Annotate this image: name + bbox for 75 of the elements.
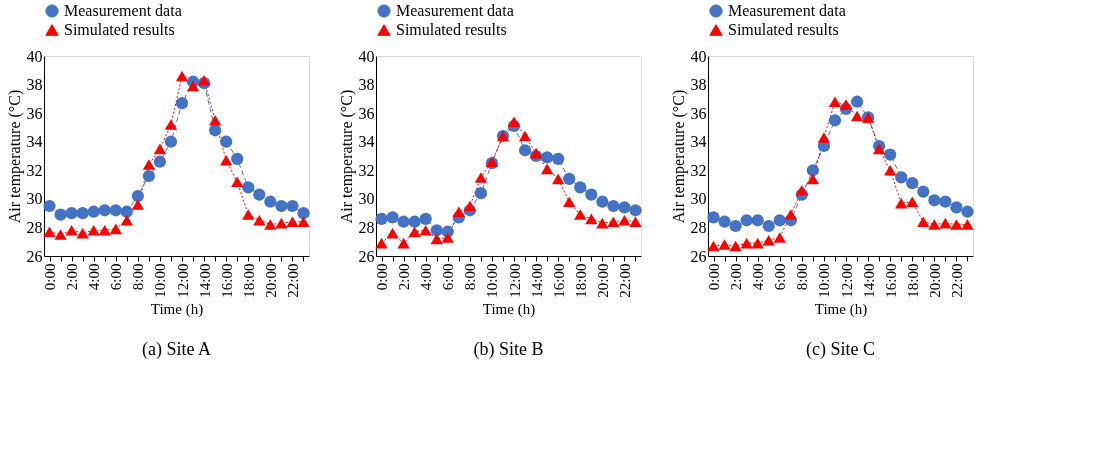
y-tick-label: 36 bbox=[358, 104, 375, 122]
y-tick-label: 28 bbox=[26, 218, 43, 236]
x-tick-label: 22:00 bbox=[616, 263, 633, 298]
y-tick-label: 32 bbox=[26, 161, 43, 179]
x-tick-label: 14:00 bbox=[860, 263, 877, 298]
x-tick-label: 16:00 bbox=[218, 263, 235, 298]
y-tick-label: 40 bbox=[690, 47, 707, 65]
y-tick-label: 26 bbox=[358, 247, 375, 265]
x-tick-label: 22:00 bbox=[948, 263, 965, 298]
x-tick-label: 0:00 bbox=[374, 263, 391, 291]
text: (c) Site C bbox=[806, 339, 875, 361]
y-tick-label: 28 bbox=[690, 218, 707, 236]
y-tick-label: 32 bbox=[690, 161, 707, 179]
x-tick-label: 20:00 bbox=[926, 263, 943, 298]
x-tick-label: 2:00 bbox=[728, 263, 745, 291]
y-tick-label: 38 bbox=[690, 76, 707, 94]
x-tick-label: 14:00 bbox=[196, 263, 213, 298]
x-tick-label: 16:00 bbox=[550, 263, 567, 298]
y-axis-title: Air temperature (°C) bbox=[337, 89, 356, 224]
x-tick-label: 4:00 bbox=[418, 263, 435, 291]
x-tick-label: 12:00 bbox=[174, 263, 191, 298]
y-tick-label: 40 bbox=[26, 47, 43, 65]
y-tick-label: 34 bbox=[690, 133, 707, 151]
x-tick-label: 10:00 bbox=[152, 263, 169, 298]
x-tick-label: 22:00 bbox=[284, 263, 301, 298]
x-tick-label: 4:00 bbox=[86, 263, 103, 291]
x-tick-label: 10:00 bbox=[484, 263, 501, 298]
x-axis-title: Time (h) bbox=[482, 300, 536, 318]
x-tick-label: 14:00 bbox=[528, 263, 545, 298]
x-tick-label: 12:00 bbox=[838, 263, 855, 298]
x-tick-label: 4:00 bbox=[750, 263, 767, 291]
legend-label: Measurement data bbox=[728, 2, 846, 19]
x-tick-label: 18:00 bbox=[904, 263, 921, 298]
x-tick-label: 16:00 bbox=[882, 263, 899, 298]
x-axis-title: Time (h) bbox=[150, 300, 204, 318]
legend-label: Measurement data bbox=[396, 2, 514, 19]
x-tick-label: 10:00 bbox=[816, 263, 833, 298]
y-tick-label: 40 bbox=[358, 47, 375, 65]
x-tick-label: 6:00 bbox=[440, 263, 457, 291]
x-tick-label: 2:00 bbox=[64, 263, 81, 291]
x-tick-label: 18:00 bbox=[572, 263, 589, 298]
y-tick-label: 34 bbox=[26, 133, 43, 151]
y-tick-label: 36 bbox=[26, 104, 43, 122]
y-axis-title: Air temperature (°C) bbox=[669, 89, 688, 224]
text: (a) Site A bbox=[142, 339, 211, 361]
x-tick-label: 20:00 bbox=[262, 263, 279, 298]
x-tick-label: 8:00 bbox=[794, 263, 811, 291]
x-tick-label: 0:00 bbox=[706, 263, 723, 291]
x-axis-title: Time (h) bbox=[814, 300, 868, 318]
legend-label: Simulated results bbox=[728, 21, 839, 38]
y-tick-label: 26 bbox=[690, 247, 707, 265]
y-tick-label: 38 bbox=[26, 76, 43, 94]
x-tick-label: 18:00 bbox=[240, 263, 257, 298]
x-tick-label: 20:00 bbox=[594, 263, 611, 298]
x-tick-label: 6:00 bbox=[108, 263, 125, 291]
legend-label: Measurement data bbox=[64, 2, 182, 19]
x-tick-label: 12:00 bbox=[506, 263, 523, 298]
y-tick-label: 26 bbox=[26, 247, 43, 265]
y-tick-label: 38 bbox=[358, 76, 375, 94]
x-tick-label: 2:00 bbox=[396, 263, 413, 291]
y-axis-title: Air temperature (°C) bbox=[5, 89, 24, 224]
y-tick-label: 34 bbox=[358, 133, 375, 151]
legend-label: Simulated results bbox=[396, 21, 507, 38]
text: (b) Site B bbox=[473, 339, 544, 361]
y-tick-label: 28 bbox=[358, 218, 375, 236]
y-tick-label: 30 bbox=[690, 190, 707, 208]
legend-label: Simulated results bbox=[64, 21, 175, 38]
x-tick-label: 8:00 bbox=[462, 263, 479, 291]
x-tick-label: 6:00 bbox=[772, 263, 789, 291]
y-tick-label: 30 bbox=[26, 190, 43, 208]
y-tick-label: 36 bbox=[690, 104, 707, 122]
x-tick-label: 0:00 bbox=[42, 263, 59, 291]
y-tick-label: 30 bbox=[358, 190, 375, 208]
x-tick-label: 8:00 bbox=[130, 263, 147, 291]
y-tick-label: 32 bbox=[358, 161, 375, 179]
